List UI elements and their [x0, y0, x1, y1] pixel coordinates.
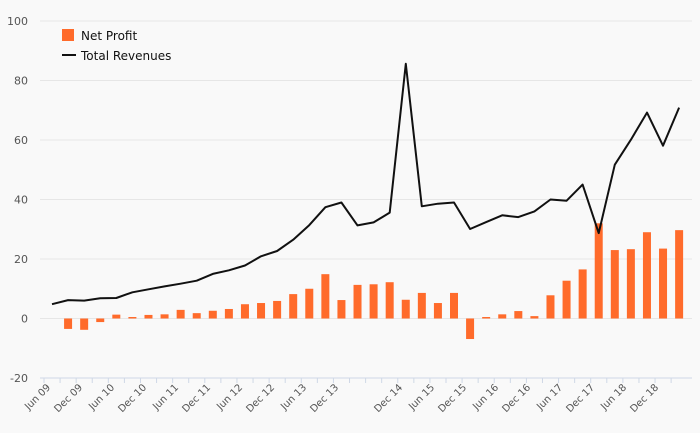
net-profit-bar	[64, 318, 73, 329]
y-tick-label: 40	[14, 194, 28, 207]
x-tick-label: Dec 17	[564, 382, 597, 415]
x-tick-label: Dec 10	[116, 382, 149, 415]
net-profit-bar	[450, 292, 458, 319]
net-profit-bar	[176, 309, 185, 319]
net-profit-bar	[353, 284, 362, 319]
net-profit-bar	[369, 284, 378, 319]
x-axis-tick-labels: Jun 09 Dec 09 Jun 10 Dec 10 Jun 11 Dec 11 Jun …	[22, 382, 661, 415]
x-tick-label: Jun 15	[406, 382, 437, 413]
net-profit-bar	[160, 314, 169, 319]
x-tick-label: Dec 11	[180, 382, 213, 415]
net-profit-bar	[80, 318, 89, 330]
net-profit-bar	[530, 316, 539, 319]
x-tick-label: Dec 16	[500, 382, 533, 415]
net-profit-bar	[498, 314, 507, 319]
x-axis-tick-marks	[43, 378, 672, 383]
net-profit-bar	[273, 300, 282, 319]
x-tick-label: Jun 18	[598, 382, 629, 413]
x-tick-label: Jun 11	[150, 382, 181, 413]
x-tick-label: Dec 09	[52, 382, 85, 415]
net-profit-bar	[305, 288, 314, 319]
net-profit-bar	[208, 310, 217, 319]
x-tick-label: Jun 13	[278, 382, 309, 413]
x-tick-label: Jun 16	[470, 382, 501, 413]
y-tick-label: 20	[14, 253, 28, 266]
x-tick-label: Dec 18	[628, 382, 661, 415]
x-tick-label: Jun 09	[22, 382, 53, 413]
net-profit-bar	[466, 318, 475, 340]
net-profit-bar	[578, 269, 587, 319]
net-profit-bar	[240, 304, 249, 319]
net-profit-bar	[257, 303, 266, 319]
net-profit-bar	[144, 314, 153, 319]
net-profit-bar	[337, 300, 346, 319]
net-profit-bar	[626, 249, 635, 319]
x-tick-label: Dec 13	[308, 382, 341, 415]
net-profit-bars	[64, 223, 684, 340]
net-profit-bar	[546, 295, 555, 319]
legend-label-net-profit: Net Profit	[81, 29, 137, 43]
net-profit-bar	[562, 280, 571, 319]
net-profit-bar	[96, 318, 105, 323]
net-profit-bar	[385, 282, 394, 319]
net-profit-bar	[514, 311, 523, 319]
y-axis-tick-labels: -20 0 20 40 60 80 100	[7, 15, 28, 385]
net-profit-bar	[417, 292, 426, 319]
gridlines	[40, 20, 692, 319]
y-tick-label: 80	[14, 75, 28, 88]
x-tick-label: Jun 17	[534, 382, 565, 413]
x-tick-label: Dec 14	[372, 382, 405, 415]
net-profit-bar	[659, 248, 668, 319]
x-tick-label: Dec 12	[244, 382, 277, 415]
net-profit-bar	[433, 303, 442, 319]
net-profit-bar	[224, 308, 233, 319]
net-profit-bar	[642, 232, 651, 319]
x-tick-label: Jun 12	[214, 382, 245, 413]
legend-label-total-revenues: Total Revenues	[80, 49, 171, 63]
y-tick-label: -20	[10, 372, 28, 385]
total-revenues-line	[51, 62, 681, 306]
y-tick-label: 100	[7, 15, 28, 28]
net-profit-bar	[289, 294, 298, 319]
y-tick-label: 0	[21, 313, 28, 326]
legend-swatch-net-profit	[62, 29, 74, 41]
net-profit-bar	[610, 250, 619, 319]
net-profit-bar	[675, 230, 684, 319]
net-profit-bar	[401, 299, 410, 319]
x-tick-label: Dec 15	[436, 382, 469, 415]
net-profit-bar	[594, 223, 603, 319]
x-tick-label: Jun 10	[86, 382, 117, 413]
legend: Net Profit Total Revenues	[62, 29, 171, 63]
y-tick-label: 60	[14, 134, 28, 147]
net-profit-bar	[112, 314, 121, 319]
net-profit-bar	[321, 274, 330, 319]
net-profit-bar	[128, 317, 137, 319]
net-profit-bar	[482, 317, 491, 319]
net-profit-bar	[192, 313, 201, 319]
